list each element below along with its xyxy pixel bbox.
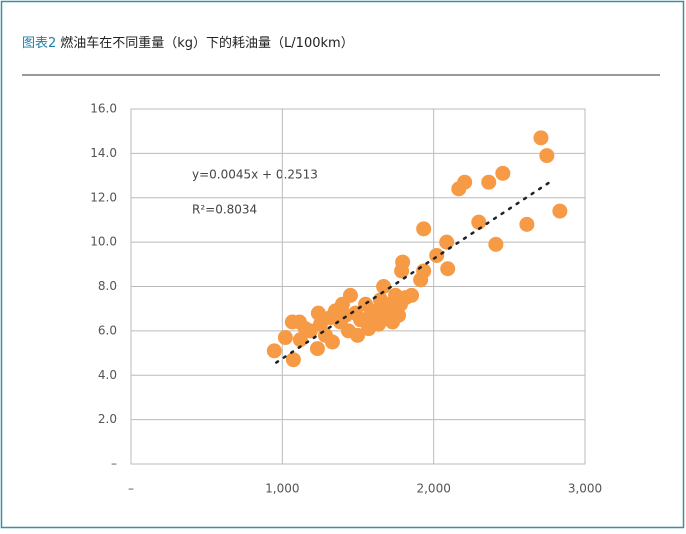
point bbox=[376, 279, 392, 294]
x-tick-label: 3,000 bbox=[568, 482, 602, 496]
r-squared: R²=0.8034 bbox=[192, 203, 257, 217]
point bbox=[429, 247, 445, 263]
point bbox=[471, 214, 487, 230]
y-tick-label: 4.0 bbox=[98, 368, 117, 382]
y-tick-label: 8.0 bbox=[98, 279, 117, 293]
point bbox=[457, 174, 473, 190]
x-tick-label: – bbox=[128, 482, 134, 496]
point bbox=[488, 236, 504, 252]
figure-label: 图表2 bbox=[22, 36, 56, 51]
y-tick-label: 14.0 bbox=[90, 146, 117, 160]
y-tick-label: – bbox=[111, 457, 117, 471]
y-tick-label: 12.0 bbox=[90, 190, 117, 204]
point bbox=[416, 263, 432, 279]
point bbox=[297, 321, 313, 337]
trendline bbox=[275, 178, 555, 364]
point bbox=[533, 130, 549, 146]
equation: y=0.0045x + 0.2513 bbox=[192, 168, 318, 182]
point bbox=[398, 290, 414, 306]
point bbox=[481, 174, 497, 190]
point bbox=[285, 352, 301, 368]
point bbox=[519, 216, 535, 232]
point bbox=[440, 261, 456, 277]
point bbox=[266, 343, 282, 359]
x-tick-label: 2,000 bbox=[416, 482, 450, 496]
point bbox=[334, 296, 350, 312]
chart-title: 燃油车在不同重量（kg）下的耗油量（L/100km） bbox=[60, 35, 353, 51]
point bbox=[277, 330, 293, 346]
point bbox=[552, 203, 568, 219]
point bbox=[317, 327, 333, 343]
point bbox=[310, 305, 326, 321]
x-tick-label: 1,000 bbox=[265, 482, 299, 496]
point bbox=[439, 234, 455, 250]
point bbox=[340, 323, 356, 339]
chart-title-group: 图表2 燃油车在不同重量（kg）下的耗油量（L/100km） bbox=[22, 35, 354, 51]
y-tick-label: 2.0 bbox=[98, 412, 117, 426]
point bbox=[539, 148, 555, 164]
point bbox=[361, 321, 377, 337]
point bbox=[416, 221, 432, 237]
y-tick-label: 10.0 bbox=[90, 235, 117, 249]
y-tick-label: 6.0 bbox=[98, 323, 117, 337]
point bbox=[309, 341, 325, 357]
point bbox=[495, 165, 511, 181]
point bbox=[395, 254, 411, 270]
y-tick-label: 16.0 bbox=[90, 102, 117, 116]
